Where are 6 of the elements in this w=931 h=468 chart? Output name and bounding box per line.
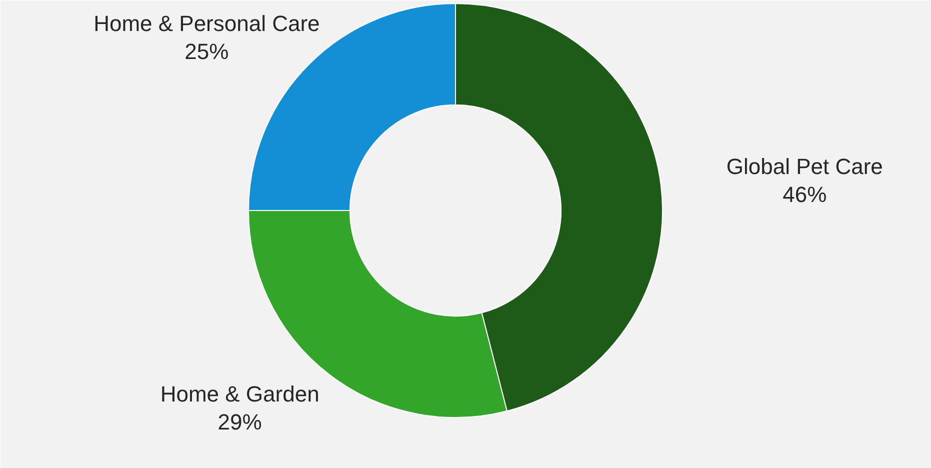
slice-label: Global Pet Care xyxy=(726,154,883,179)
slice-label: Home & Personal Care xyxy=(94,11,320,36)
slice-label: Home & Garden xyxy=(160,381,320,406)
data-label: 46% xyxy=(782,182,827,207)
data-label: 29% xyxy=(218,409,262,434)
data-label: 25% xyxy=(184,39,229,64)
